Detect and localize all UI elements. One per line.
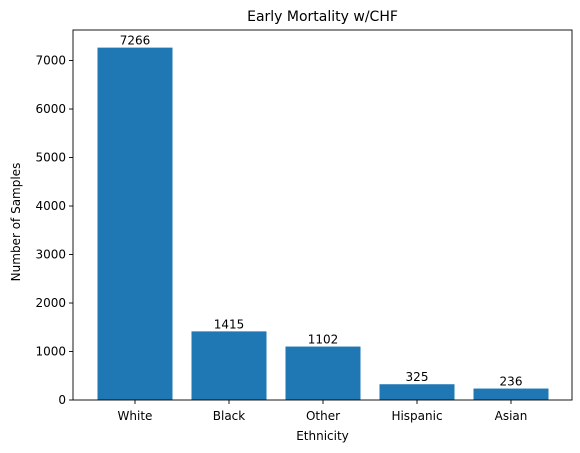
- data-label: 1102: [308, 333, 339, 347]
- y-axis-ticks: 0 1000 2000 3000 4000 5000 6000 7000: [35, 54, 73, 407]
- bar-other: [285, 346, 361, 400]
- x-tick-label: White: [118, 409, 153, 423]
- y-tick-label: 0: [58, 393, 66, 407]
- data-label: 1415: [214, 317, 245, 331]
- y-tick-label: 4000: [35, 199, 66, 213]
- bars: [97, 47, 549, 400]
- data-labels: 7266 1415 1102 325 236: [120, 34, 523, 389]
- x-tick-label: Hispanic: [391, 409, 442, 423]
- x-axis-label: Ethnicity: [296, 429, 349, 443]
- data-label: 7266: [120, 34, 151, 48]
- y-tick-label: 3000: [35, 248, 66, 262]
- data-label: 325: [406, 370, 429, 384]
- bar-white: [97, 47, 173, 400]
- x-tick-label: Black: [213, 409, 246, 423]
- bar-black: [191, 331, 267, 400]
- y-tick-label: 6000: [35, 102, 66, 116]
- y-tick-label: 2000: [35, 296, 66, 310]
- y-tick-label: 1000: [35, 345, 66, 359]
- x-tick-label: Other: [306, 409, 340, 423]
- y-axis-label: Number of Samples: [9, 163, 23, 282]
- x-axis-ticks: White Black Other Hispanic Asian: [118, 400, 528, 423]
- bar-asian: [473, 388, 549, 400]
- data-label: 236: [500, 375, 523, 389]
- plot-frame: [72, 29, 573, 401]
- chart-title: Early Mortality w/CHF: [247, 9, 398, 25]
- y-tick-label: 7000: [35, 54, 66, 68]
- bar-hispanic: [379, 384, 455, 400]
- x-tick-label: Asian: [495, 409, 528, 423]
- y-tick-label: 5000: [35, 151, 66, 165]
